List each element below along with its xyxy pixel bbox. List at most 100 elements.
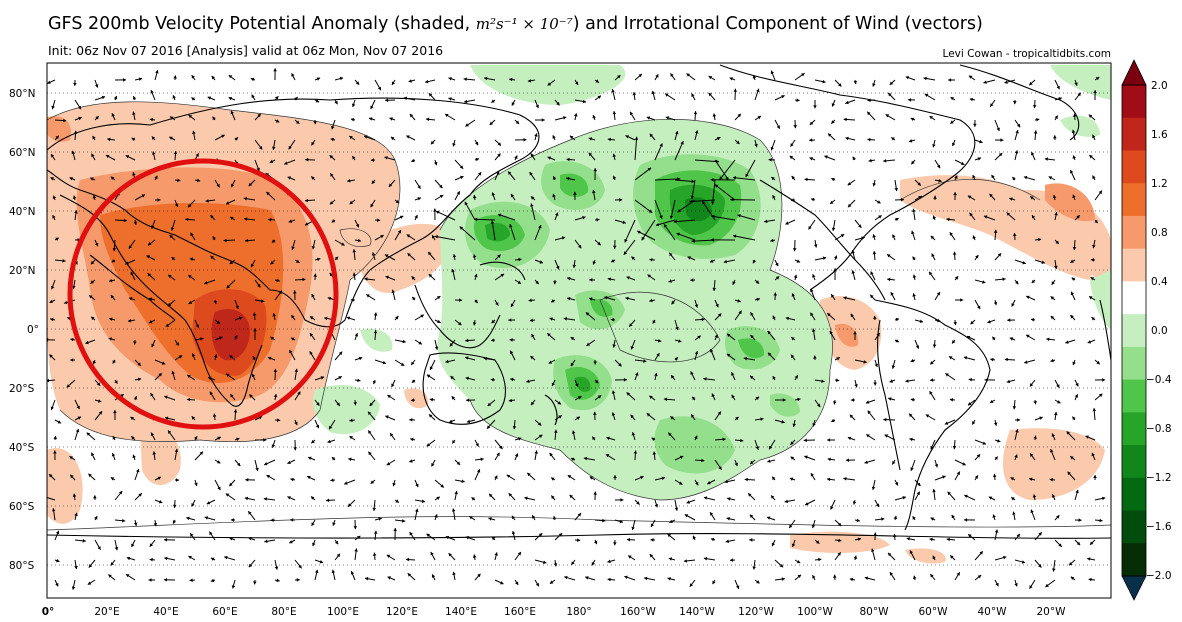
wind-vector-head (94, 516, 98, 520)
wind-vector-head (290, 518, 294, 522)
wind-vector-head (1039, 416, 1043, 420)
wind-vector-head (830, 506, 834, 510)
wind-vector-head (207, 96, 212, 100)
colorbar-swatch (1122, 445, 1146, 479)
wind-vector-head (1092, 134, 1096, 139)
wind-vector-head (812, 274, 816, 278)
wind-vector-head (725, 539, 729, 543)
wind-vector-head (64, 300, 68, 305)
wind-vector-head (497, 142, 501, 146)
wind-vector-head (251, 373, 256, 378)
wind-vector-head (782, 398, 786, 402)
wind-vector (623, 239, 636, 256)
wind-vector-head (125, 261, 129, 265)
wind-vector-head (909, 437, 913, 442)
wind-vector-head (434, 235, 438, 239)
wind-vector-head (148, 578, 152, 582)
wind-vector-head (680, 141, 684, 145)
wind-vector-head (157, 476, 161, 480)
wind-vector-head (779, 563, 784, 568)
wind-vector-head (137, 362, 141, 366)
wind-vector-head (52, 215, 56, 219)
wind-vector-head (263, 497, 267, 501)
wind-vector-head (70, 474, 74, 479)
wind-vector-head (158, 500, 163, 504)
wind-vector-head (252, 356, 256, 360)
wind-vector-head (626, 392, 631, 396)
wind-vector-head (391, 289, 395, 294)
wind-vector-head (133, 396, 138, 400)
wind-vector-head (1051, 433, 1055, 437)
wind-vector-head (499, 445, 503, 450)
wind-vector-head (972, 175, 976, 179)
wind-vector-head (459, 226, 464, 230)
colorbar-max-triangle (1121, 59, 1147, 86)
wind-vector-head (930, 235, 935, 240)
wind-vector-head (305, 222, 309, 226)
wind-vector-head (164, 538, 168, 542)
wind-vector-head (838, 83, 842, 87)
wind-vector-head (465, 376, 469, 381)
wind-vector-head (827, 477, 831, 482)
wind-vector-head (57, 420, 62, 424)
wind-vector-head (1004, 80, 1008, 84)
wind-vector-head (592, 115, 596, 119)
wind-vector-head (465, 356, 469, 360)
wind-vector-head (384, 156, 388, 160)
wind-vector-head (494, 552, 498, 556)
wind-vector-head (245, 478, 249, 482)
wind-vector-head (785, 221, 789, 225)
wind-vector-head (543, 560, 547, 564)
wind-vector-head (131, 436, 135, 440)
wind-vector-head (964, 494, 968, 498)
wind-vector-head (588, 137, 593, 141)
wind-vector-head (497, 254, 501, 258)
wind-vector-head (1022, 261, 1026, 265)
wind-vector-head (251, 94, 255, 99)
wind-vector-head (640, 475, 644, 480)
wind-vector-head (259, 146, 263, 150)
wind-vector-head (329, 272, 333, 277)
wind-vector-head (900, 197, 904, 202)
wind-vector (711, 215, 736, 221)
wind-vector-head (953, 192, 957, 196)
wind-vector-head (649, 298, 653, 303)
wind-vector-head (429, 414, 433, 418)
lon-label: 80°E (271, 606, 296, 618)
highlight-circle (67, 158, 339, 430)
wind-vector-head (368, 411, 372, 416)
wind-vector-head (275, 119, 280, 123)
wind-vector-head (288, 219, 293, 223)
wind-vector-head (460, 175, 464, 180)
wind-vector-head (575, 383, 579, 387)
wind-vector-head (769, 445, 773, 450)
wind-vector-head (69, 177, 73, 181)
wind-vector-head (750, 335, 754, 339)
wind-vector-head (491, 192, 495, 196)
wind-vector-head (172, 504, 177, 508)
wind-vector-head (554, 429, 558, 433)
wind-vector-head (350, 118, 355, 122)
wind-vector-head (535, 280, 539, 285)
wind-vector-head (330, 478, 334, 482)
wind-vector-head (708, 92, 712, 97)
wind-vector-head (972, 235, 976, 239)
wind-vector (732, 177, 756, 181)
wind-vector-head (97, 546, 101, 550)
wind-vector-head (428, 93, 433, 97)
wind-vector-head (591, 562, 595, 566)
wind-vector-head (1033, 401, 1037, 405)
wind-vector-head (1099, 518, 1103, 523)
wind-vector-head (509, 77, 513, 82)
wind-vector-head (727, 497, 731, 501)
wind-vector-head (472, 195, 477, 199)
wind-vector-head (549, 317, 553, 321)
wind-vector-head (785, 316, 790, 321)
wind-vector-head (676, 232, 680, 236)
wind-vector-head (426, 117, 430, 122)
wind-vector-head (830, 200, 834, 204)
wind-vector-head (150, 432, 155, 436)
wind-vector-head (930, 378, 934, 382)
wind-vector-head (408, 79, 412, 83)
wind-vector-head (646, 413, 651, 417)
